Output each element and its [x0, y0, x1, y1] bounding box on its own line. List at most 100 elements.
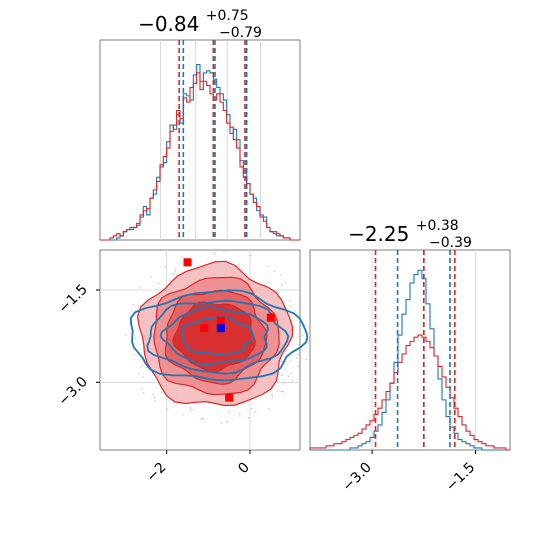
joint-sample-point	[267, 408, 270, 410]
joint-sample-point	[295, 357, 298, 359]
joint-sample-point	[145, 366, 148, 369]
marginal-x-title-sub: −0.79	[219, 25, 262, 41]
joint-sample-point	[226, 421, 228, 423]
joint-red-marker	[216, 316, 225, 325]
joint-sample-point	[309, 343, 311, 345]
joint-sample-point	[307, 339, 310, 341]
marginal-y-x-tick-label: −1.5	[443, 460, 478, 495]
joint-sample-point	[201, 418, 203, 421]
joint-sample-point	[254, 411, 257, 413]
joint-x-tick-label: 0	[235, 460, 253, 478]
joint-sample-point	[297, 353, 300, 356]
joint-sample-point	[175, 404, 177, 407]
marginal-x-hist-series-1	[100, 72, 300, 241]
joint-sample-point	[215, 259, 217, 262]
joint-sample-point	[289, 305, 291, 307]
joint-sample-point	[189, 409, 192, 412]
joint-sample-point	[152, 393, 155, 396]
joint-sample-point	[140, 388, 143, 390]
joint-sample-point	[297, 365, 300, 367]
marginal-x-hist-series-0	[100, 63, 300, 241]
joint-sample-point	[220, 422, 223, 424]
joint-red-marker	[266, 313, 275, 322]
joint-blue-marker	[216, 324, 225, 333]
joint-sample-point	[169, 279, 171, 281]
joint-sample-point	[153, 396, 156, 399]
joint-sample-point	[281, 360, 283, 363]
joint-sample-point	[280, 390, 282, 392]
joint-sample-point	[216, 412, 219, 414]
joint-sample-point	[288, 375, 290, 377]
quantile-lines	[178, 40, 456, 450]
joint-sample-point	[284, 382, 286, 385]
joint-sample-point	[134, 337, 137, 340]
joint-sample-point	[293, 310, 296, 312]
joint-sample-point	[223, 250, 225, 253]
marginal-y-title-sub: −0.39	[429, 235, 472, 251]
joint-sample-point	[189, 406, 192, 409]
joint-sample-point	[142, 392, 145, 394]
joint-sample-point	[181, 255, 184, 258]
joint-sample-point	[305, 358, 308, 361]
joint-sample-point	[268, 281, 270, 284]
joint-sample-point	[284, 281, 287, 283]
joint-red-marker	[200, 324, 209, 333]
joint-sample-point	[280, 374, 283, 377]
marginal-y-histograms	[309, 269, 510, 451]
joint-sample-point	[192, 408, 195, 411]
marginal-x-title-base: −0.84	[138, 12, 199, 36]
joint-sample-point	[280, 274, 282, 276]
marginal-y-title-base: −2.25	[348, 222, 409, 246]
joint-red-contour-3	[172, 301, 256, 373]
joint-sample-point	[150, 275, 153, 278]
marginal-x-title: −0.84 +0.75 −0.79	[138, 1, 262, 41]
joint-y-tick-label: −3.0	[55, 374, 90, 409]
joint-sample-point	[133, 353, 136, 356]
joint-red-marker	[225, 393, 234, 402]
joint-sample-point	[250, 407, 253, 410]
marginal-y-hist-series-1	[309, 334, 510, 451]
joint-sample-point	[142, 376, 144, 378]
marginal-y-title: −2.25 +0.38 −0.39	[348, 211, 472, 251]
joint-sample-point	[132, 303, 135, 306]
joint-sample-point	[271, 395, 274, 397]
marginal-y-frame	[309, 249, 511, 451]
joint-sample-point	[190, 407, 192, 410]
joint-sample-point	[280, 283, 283, 286]
joint-sample-point	[157, 282, 160, 285]
joint-sample-point	[228, 411, 231, 414]
marginal-y-title-sup: +0.38	[416, 218, 459, 234]
marginal-y-hist-series-0	[310, 269, 510, 451]
joint-sample-point	[124, 334, 127, 337]
joint-sample-point	[175, 274, 178, 276]
joint-sample-point	[137, 372, 140, 375]
joint-sample-point	[139, 286, 142, 289]
joint-sample-point	[273, 270, 276, 273]
joint-sample-point	[290, 372, 292, 375]
joint-sample-point	[174, 270, 177, 272]
joint-sample-point	[174, 267, 177, 270]
joint-x-tick-label: −2	[144, 460, 170, 486]
joint-sample-point	[237, 265, 240, 268]
joint-blue-contour-0	[129, 289, 309, 382]
joint-sample-point	[214, 253, 217, 256]
joint-sample-point	[301, 334, 304, 337]
joint-blue-contour-2	[159, 305, 270, 366]
joint-sample-point	[267, 265, 269, 268]
joint-sample-point	[282, 391, 285, 393]
joint-sample-point	[291, 379, 294, 382]
joint-red-marker	[183, 258, 192, 267]
marginal-y-x-tick-label: −3.0	[340, 460, 375, 495]
joint-sample-point	[212, 252, 214, 254]
joint-sample-point	[249, 254, 252, 257]
marginal-x-histograms	[100, 63, 300, 241]
marginal-x-frame	[99, 39, 301, 241]
joint-sample-point	[289, 299, 291, 302]
joint-sample-point	[160, 391, 163, 393]
joint-frame	[99, 249, 301, 451]
joint-sample-point	[284, 369, 287, 372]
marginal-x-title-sup: +0.75	[206, 8, 249, 24]
joint-sample-point	[304, 324, 306, 326]
